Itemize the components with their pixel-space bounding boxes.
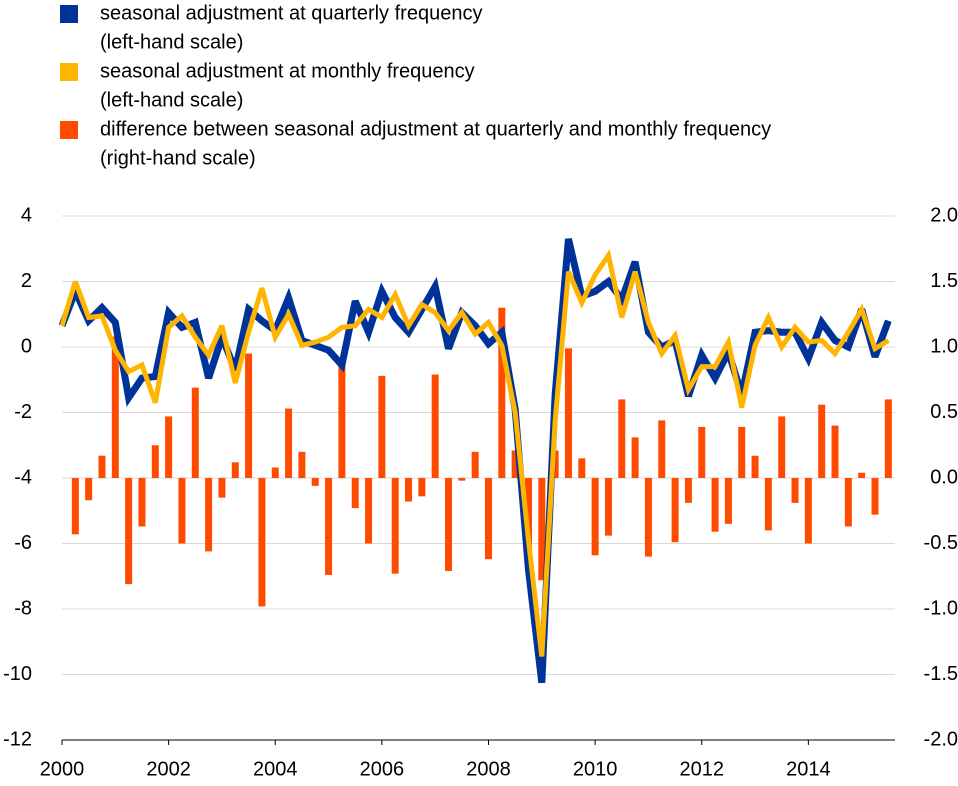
- y-tick-label: -2: [14, 401, 32, 423]
- y2-tick-label: -1.5: [924, 663, 958, 685]
- bar: [618, 399, 626, 478]
- y2-tick-label: 1.5: [930, 270, 958, 292]
- y2-tick-label: 0.5: [930, 401, 958, 423]
- legend-swatch: [60, 121, 78, 139]
- x-tick-label: 2002: [146, 758, 191, 780]
- bar: [831, 425, 839, 478]
- bar: [178, 478, 186, 544]
- legend-label: seasonal adjustment at monthly frequency: [100, 60, 475, 82]
- bar: [431, 374, 439, 478]
- y-tick-label: 2: [21, 270, 32, 292]
- bar: [764, 478, 772, 531]
- bar: [884, 399, 892, 478]
- bar: [578, 458, 586, 478]
- bar: [498, 307, 506, 478]
- y-tick-label: -4: [14, 466, 32, 488]
- bar: [311, 478, 319, 486]
- bar: [351, 478, 359, 509]
- bar: [738, 426, 746, 478]
- y-tick-label: -12: [3, 728, 32, 750]
- bar: [751, 455, 759, 478]
- bar: [511, 450, 519, 478]
- bar: [684, 478, 692, 503]
- bar: [231, 462, 239, 478]
- y2-tick-label: 2.0: [930, 204, 958, 226]
- bar: [791, 478, 799, 503]
- y-tick-label: -6: [14, 532, 32, 554]
- legend-label: difference between seasonal adjustment a…: [100, 118, 771, 140]
- bar: [391, 478, 399, 574]
- bar: [325, 478, 333, 575]
- x-tick-label: 2008: [466, 758, 511, 780]
- bar: [151, 445, 159, 478]
- bar: [165, 416, 173, 478]
- bar: [218, 478, 226, 498]
- bar: [458, 478, 466, 481]
- y-tick-label: 0: [21, 335, 32, 357]
- bar: [471, 451, 479, 478]
- y2-tick-label: -1.0: [924, 597, 958, 619]
- bar: [818, 404, 826, 478]
- bar: [191, 387, 199, 478]
- x-tick-label: 2010: [573, 758, 618, 780]
- y2-tick-label: 1.0: [930, 335, 958, 357]
- x-tick-label: 2014: [786, 758, 831, 780]
- x-tick-label: 2004: [253, 758, 298, 780]
- bar: [778, 416, 786, 478]
- bar: [298, 451, 306, 478]
- bar: [671, 478, 679, 543]
- bar: [245, 353, 253, 478]
- legend-note: (right-hand scale): [100, 147, 256, 169]
- x-tick-label: 2006: [360, 758, 405, 780]
- bar: [418, 478, 426, 497]
- bar: [338, 361, 346, 478]
- bar: [871, 478, 879, 515]
- bar: [604, 478, 612, 536]
- bar: [405, 478, 413, 502]
- bar: [205, 478, 213, 552]
- y2-tick-label: 0.0: [930, 466, 958, 488]
- bar: [698, 426, 706, 478]
- y2-tick-label: -0.5: [924, 532, 958, 554]
- legend-note: (left-hand scale): [100, 31, 243, 53]
- bar: [844, 478, 852, 527]
- bar: [538, 478, 546, 581]
- legend-swatch: [60, 63, 78, 81]
- bar: [111, 336, 119, 478]
- bar: [71, 478, 79, 535]
- bar: [365, 478, 373, 544]
- bar: [125, 478, 133, 585]
- bar: [658, 420, 666, 478]
- bar: [85, 478, 93, 501]
- x-tick-label: 2000: [40, 758, 85, 780]
- legend-label: seasonal adjustment at quarterly frequen…: [100, 2, 482, 24]
- bar: [271, 467, 279, 478]
- bar: [591, 478, 599, 556]
- bar: [644, 478, 652, 557]
- bar: [258, 478, 266, 607]
- bar: [804, 478, 812, 544]
- y-tick-label: -10: [3, 663, 32, 685]
- bar: [724, 478, 732, 524]
- bar: [484, 478, 492, 560]
- bar: [445, 478, 453, 572]
- y2-tick-label: -2.0: [924, 728, 958, 750]
- y-tick-label: 4: [21, 204, 32, 226]
- bar: [285, 408, 293, 478]
- bar: [858, 472, 866, 478]
- bar: [631, 437, 639, 478]
- legend-swatch: [60, 5, 78, 23]
- bar: [564, 348, 572, 478]
- bar: [711, 478, 719, 532]
- bar: [378, 375, 386, 478]
- x-tick-label: 2012: [679, 758, 724, 780]
- bar: [138, 478, 146, 527]
- bar: [98, 455, 106, 478]
- line: [59, 249, 890, 657]
- y-tick-label: -8: [14, 597, 32, 619]
- legend-note: (left-hand scale): [100, 89, 243, 111]
